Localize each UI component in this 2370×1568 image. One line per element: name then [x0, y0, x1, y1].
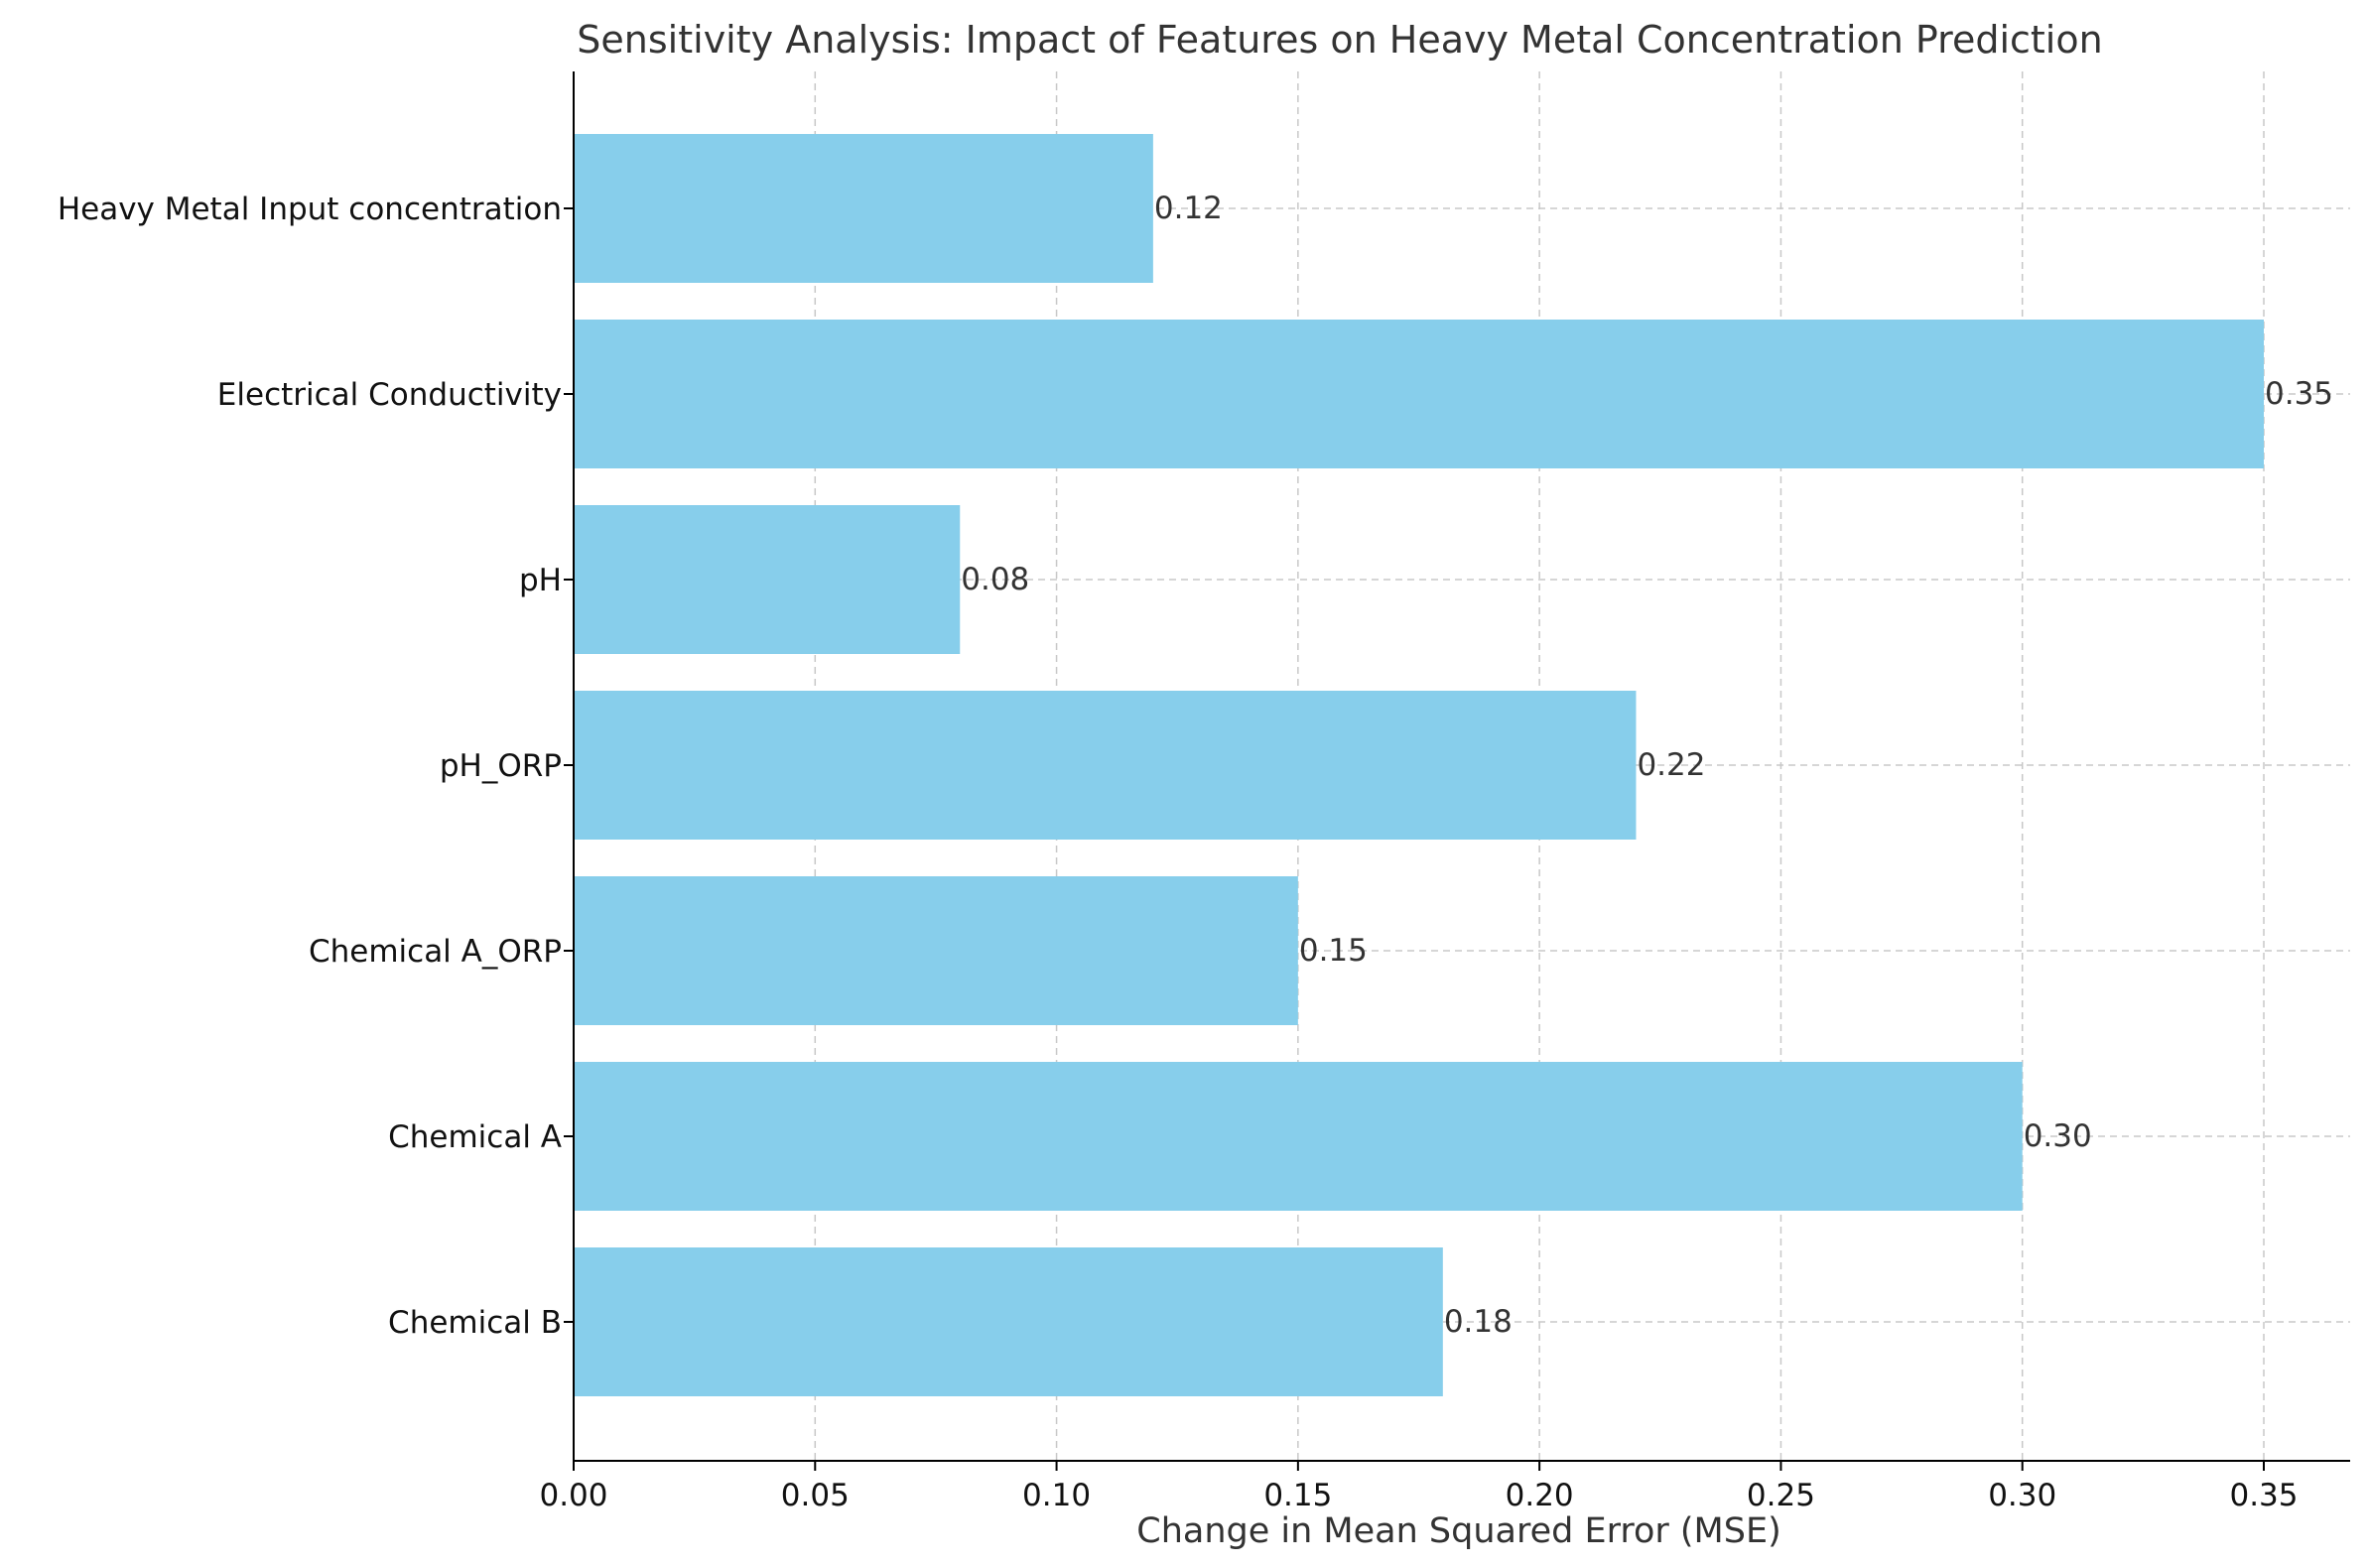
bar: [574, 505, 961, 654]
x-tick-label: 0.00: [539, 1478, 607, 1513]
y-tick-label: Chemical A: [388, 1119, 562, 1155]
y-tick-label: pH: [519, 563, 562, 598]
bar-value-label: 0.12: [1154, 191, 1223, 226]
y-tick-label: Electrical Conductivity: [217, 377, 562, 413]
x-axis-label: Change in Mean Squared Error (MSE): [1136, 1511, 1780, 1551]
bar-value-label: 0.08: [961, 562, 1029, 597]
x-tick-label: 0.35: [2229, 1478, 2298, 1513]
x-tick-label: 0.05: [781, 1478, 850, 1513]
bar: [574, 1062, 2023, 1211]
bar-value-label: 0.30: [2024, 1118, 2092, 1154]
bar-value-label: 0.18: [1444, 1304, 1513, 1340]
bars: [574, 134, 2264, 1396]
x-tick-label: 0.15: [1263, 1478, 1332, 1513]
bar: [574, 1247, 1443, 1396]
bar-value-label: 0.15: [1299, 933, 1368, 969]
bar: [574, 876, 1298, 1025]
bar: [574, 320, 2264, 468]
data-labels: 0.18 0.30 0.15 0.22 0.08 0.35 0.12: [961, 191, 2333, 1340]
x-tick-label: 0.10: [1022, 1478, 1091, 1513]
ticks: 0.00 0.05 0.10 0.15 0.20 0.25 0.30 0.35 Chemical…: [58, 192, 2299, 1513]
x-tick-label: 0.30: [1988, 1478, 2056, 1513]
chart-title: Sensitivity Analysis: Impact of Features…: [577, 18, 2102, 62]
bar: [574, 134, 1153, 283]
x-tick-label: 0.25: [1747, 1478, 1815, 1513]
y-tick-label: Chemical A_ORP: [309, 934, 562, 970]
bar-value-label: 0.35: [2265, 376, 2333, 412]
y-tick-label: pH_ORP: [440, 748, 562, 784]
bar-value-label: 0.22: [1637, 747, 1705, 783]
y-tick-label: Heavy Metal Input concentration: [58, 192, 562, 227]
y-tick-label: Chemical B: [388, 1305, 562, 1341]
bar: [574, 691, 1637, 840]
x-tick-label: 0.20: [1506, 1478, 1574, 1513]
